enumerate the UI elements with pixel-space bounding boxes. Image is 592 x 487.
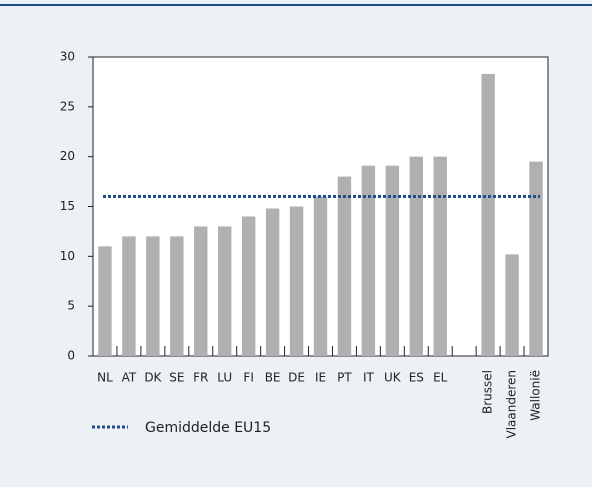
bar (194, 226, 208, 356)
top-rule (0, 4, 592, 6)
x-tick-label: SE (169, 371, 184, 385)
x-tick-label: IE (315, 371, 326, 385)
y-tick-label: 15 (60, 199, 75, 213)
bar (409, 156, 423, 356)
bar (98, 246, 112, 356)
bar (265, 208, 280, 356)
x-tick-label: UK (384, 371, 402, 385)
y-tick-label: 10 (60, 249, 75, 263)
bar (529, 161, 543, 356)
x-tick-label: EL (433, 371, 448, 385)
legend-label: Gemiddelde EU15 (145, 420, 271, 436)
x-tick-label: FR (193, 371, 208, 385)
x-tick-label: Vlaanderen (505, 370, 519, 439)
bar (218, 226, 232, 356)
y-tick-label: 0 (67, 349, 75, 363)
x-tick-label: BE (265, 371, 281, 385)
bar (337, 176, 352, 356)
x-tick-label: AT (122, 371, 137, 385)
bar (170, 236, 184, 356)
y-tick-label: 25 (60, 99, 75, 113)
y-tick-label: 30 (60, 50, 75, 64)
x-tick-label: Brussel (481, 370, 495, 414)
bar (361, 165, 376, 356)
bar (122, 236, 136, 356)
bar (241, 216, 256, 356)
bar (433, 156, 447, 356)
x-tick-label: ES (409, 371, 424, 385)
x-tick-label: IT (363, 371, 375, 385)
x-tick-label: LU (217, 371, 232, 385)
bar (481, 73, 495, 357)
x-tick-label: NL (97, 371, 113, 385)
bar (505, 254, 519, 356)
y-tick-label: 20 (60, 149, 75, 163)
bar (146, 236, 160, 356)
bar (313, 196, 328, 356)
x-tick-label: Wallonië (529, 370, 543, 421)
x-tick-label: FI (243, 371, 253, 385)
x-tick-label: DK (144, 371, 162, 385)
bar (385, 165, 400, 356)
bar (289, 206, 304, 356)
x-tick-label: DE (288, 371, 305, 385)
x-tick-label: PT (337, 371, 352, 385)
y-tick-label: 5 (67, 299, 75, 313)
